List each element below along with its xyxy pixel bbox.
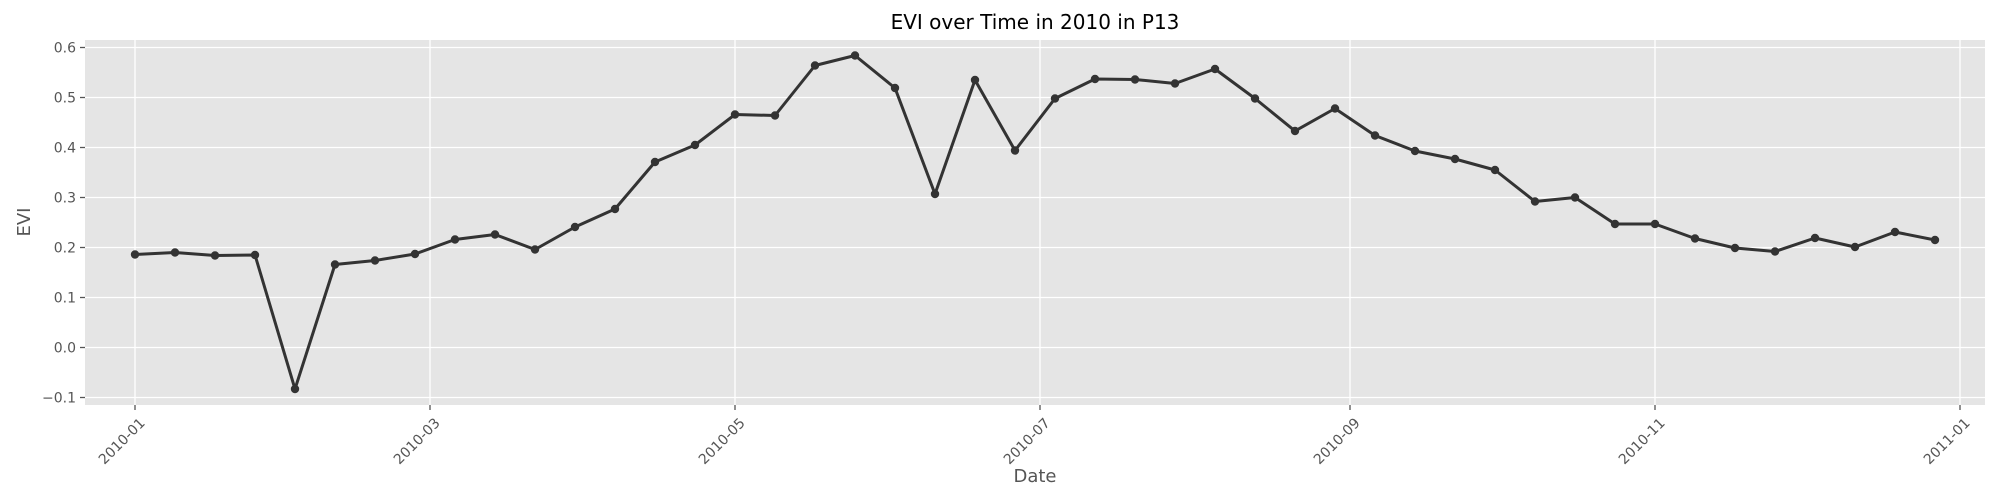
data-point	[1810, 233, 1820, 243]
data-point	[1490, 165, 1500, 175]
data-point	[1730, 243, 1740, 253]
data-point	[1570, 193, 1580, 202]
data-point	[1410, 146, 1420, 156]
data-point	[610, 204, 620, 214]
x-tick-label: 2010-05	[696, 415, 749, 468]
x-tick-label: 2010-07	[1001, 415, 1054, 468]
data-point	[770, 111, 780, 120]
data-point	[810, 61, 820, 70]
data-series	[130, 51, 1940, 394]
data-point	[370, 256, 380, 265]
data-point	[1690, 234, 1700, 243]
data-point	[450, 235, 460, 244]
data-point	[1450, 154, 1460, 164]
data-point	[1370, 131, 1380, 140]
data-point	[330, 260, 340, 269]
data-point	[490, 230, 500, 239]
data-point	[570, 222, 580, 232]
data-point	[1290, 126, 1300, 136]
data-point	[970, 75, 980, 85]
data-point	[290, 384, 300, 394]
data-point	[930, 189, 940, 199]
y-tick-label: 0.2	[54, 241, 76, 257]
y-tick-label: 0.4	[54, 141, 76, 157]
data-point	[1130, 75, 1140, 84]
data-point	[1330, 104, 1340, 113]
x-axis-title: Date	[1013, 466, 1056, 487]
data-point	[130, 250, 140, 259]
y-tick-label: 0.5	[54, 91, 76, 107]
data-point	[690, 140, 700, 150]
data-point	[730, 110, 740, 119]
y-tick-label: −0.1	[42, 391, 76, 407]
data-point	[1050, 94, 1060, 103]
data-point	[1610, 219, 1620, 229]
series-line	[134, 54, 1936, 391]
data-point	[250, 250, 260, 260]
data-point	[1210, 64, 1220, 74]
y-tick-label: 0.0	[54, 341, 76, 357]
data-point	[210, 251, 220, 260]
data-point	[1170, 79, 1180, 88]
chart-title: EVI over Time in 2010 in P13	[891, 10, 1180, 34]
data-point	[1770, 247, 1780, 256]
data-point	[1850, 242, 1860, 252]
x-tick-label: 2011-01	[1921, 415, 1974, 468]
data-point	[1890, 227, 1900, 237]
data-point	[1090, 74, 1100, 84]
y-tick-label: 0.6	[54, 41, 76, 57]
data-point	[530, 245, 540, 254]
data-point	[1010, 146, 1020, 155]
data-point	[1530, 197, 1540, 206]
data-point	[890, 83, 900, 93]
y-tick-label: 0.1	[54, 291, 76, 307]
data-point	[410, 249, 420, 259]
data-point	[1930, 235, 1940, 245]
x-tick-label: 2010-03	[391, 415, 444, 468]
y-axis-title: EVI	[14, 208, 35, 237]
plot-area	[85, 40, 1985, 405]
y-tick-label: 0.3	[54, 191, 76, 207]
data-point	[650, 157, 660, 167]
data-point	[1650, 219, 1660, 229]
x-tick-label: 2010-11	[1616, 415, 1669, 468]
x-tick-label: 2010-09	[1311, 415, 1364, 468]
data-point	[1250, 94, 1260, 103]
data-point	[170, 248, 180, 257]
data-point	[850, 51, 860, 60]
x-tick-label: 2010-01	[96, 415, 149, 468]
